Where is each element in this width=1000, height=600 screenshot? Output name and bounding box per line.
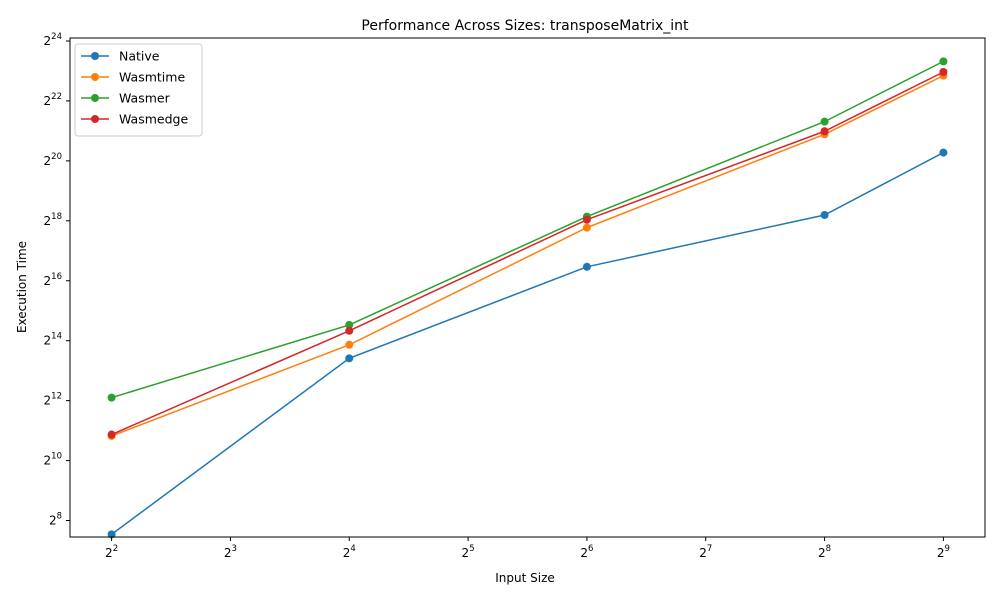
x-tick-label: 23: [224, 544, 237, 560]
legend-label-wasmer: Wasmer: [119, 91, 171, 106]
data-point-native: [345, 354, 354, 363]
y-tick-label: 212: [44, 392, 62, 408]
chart-title: Performance Across Sizes: transposeMatri…: [361, 18, 689, 34]
x-tick-label: 22: [105, 544, 118, 560]
series-line-wasmer: [111, 60, 944, 399]
data-point-wasmedge: [939, 68, 948, 77]
data-point-wasmedge: [345, 326, 354, 335]
data-point-native: [107, 530, 116, 539]
plot-lines: [107, 57, 948, 539]
x-tick-label: 26: [580, 544, 593, 560]
legend-label-native: Native: [119, 49, 160, 64]
data-point-native: [582, 262, 591, 271]
data-point-native: [939, 148, 948, 157]
y-tick-label: 28: [49, 512, 62, 528]
data-point-wasmer: [820, 117, 829, 126]
data-point-wasmedge: [107, 430, 116, 439]
x-tick-label: 29: [937, 544, 950, 560]
data-point-wasmedge: [820, 127, 829, 136]
legend-box: [74, 43, 203, 137]
legend-marker-wasmer: [91, 94, 99, 102]
data-point-wasmtime: [582, 223, 591, 232]
y-axis-ticks: 28 210 212 214 216 218 220 222 224: [44, 32, 70, 528]
y-tick-label: 224: [44, 32, 62, 48]
data-point-native: [820, 210, 829, 219]
y-tick-label: 218: [44, 212, 62, 228]
x-axis-ticks: 22 23 24 25 26 27 28 29: [105, 537, 950, 560]
x-axis-label: Input Size: [495, 571, 555, 585]
x-tick-label: 27: [699, 544, 712, 560]
y-tick-label: 222: [44, 92, 62, 108]
legend-label-wasmedge: Wasmedge: [119, 112, 188, 127]
series-line-wasmedge: [111, 71, 944, 436]
y-axis-label: Execution Time: [15, 241, 29, 333]
y-tick-label: 210: [44, 452, 62, 468]
y-tick-label: 220: [44, 152, 62, 168]
series-line-wasmtime: [111, 74, 944, 437]
data-point-wasmer: [939, 57, 948, 66]
legend-marker-wasmtime: [91, 73, 99, 81]
legend-label-wasmtime: Wasmtime: [119, 70, 185, 85]
legend-marker-native: [91, 52, 99, 60]
plot-frame: [69, 37, 986, 538]
y-tick-label: 214: [44, 332, 62, 348]
x-tick-label: 24: [343, 544, 356, 560]
data-point-wasmedge: [582, 215, 591, 224]
data-point-wasmtime: [345, 340, 354, 349]
x-tick-label: 28: [818, 544, 831, 560]
series-line-native: [111, 151, 944, 535]
legend-marker-wasmedge: [91, 115, 99, 123]
legend: Native Wasmtime Wasmer Wasmedge: [74, 43, 203, 137]
data-point-wasmer: [345, 320, 354, 329]
x-tick-label: 25: [462, 544, 475, 560]
data-point-wasmer: [107, 393, 116, 402]
y-tick-label: 216: [44, 272, 62, 288]
